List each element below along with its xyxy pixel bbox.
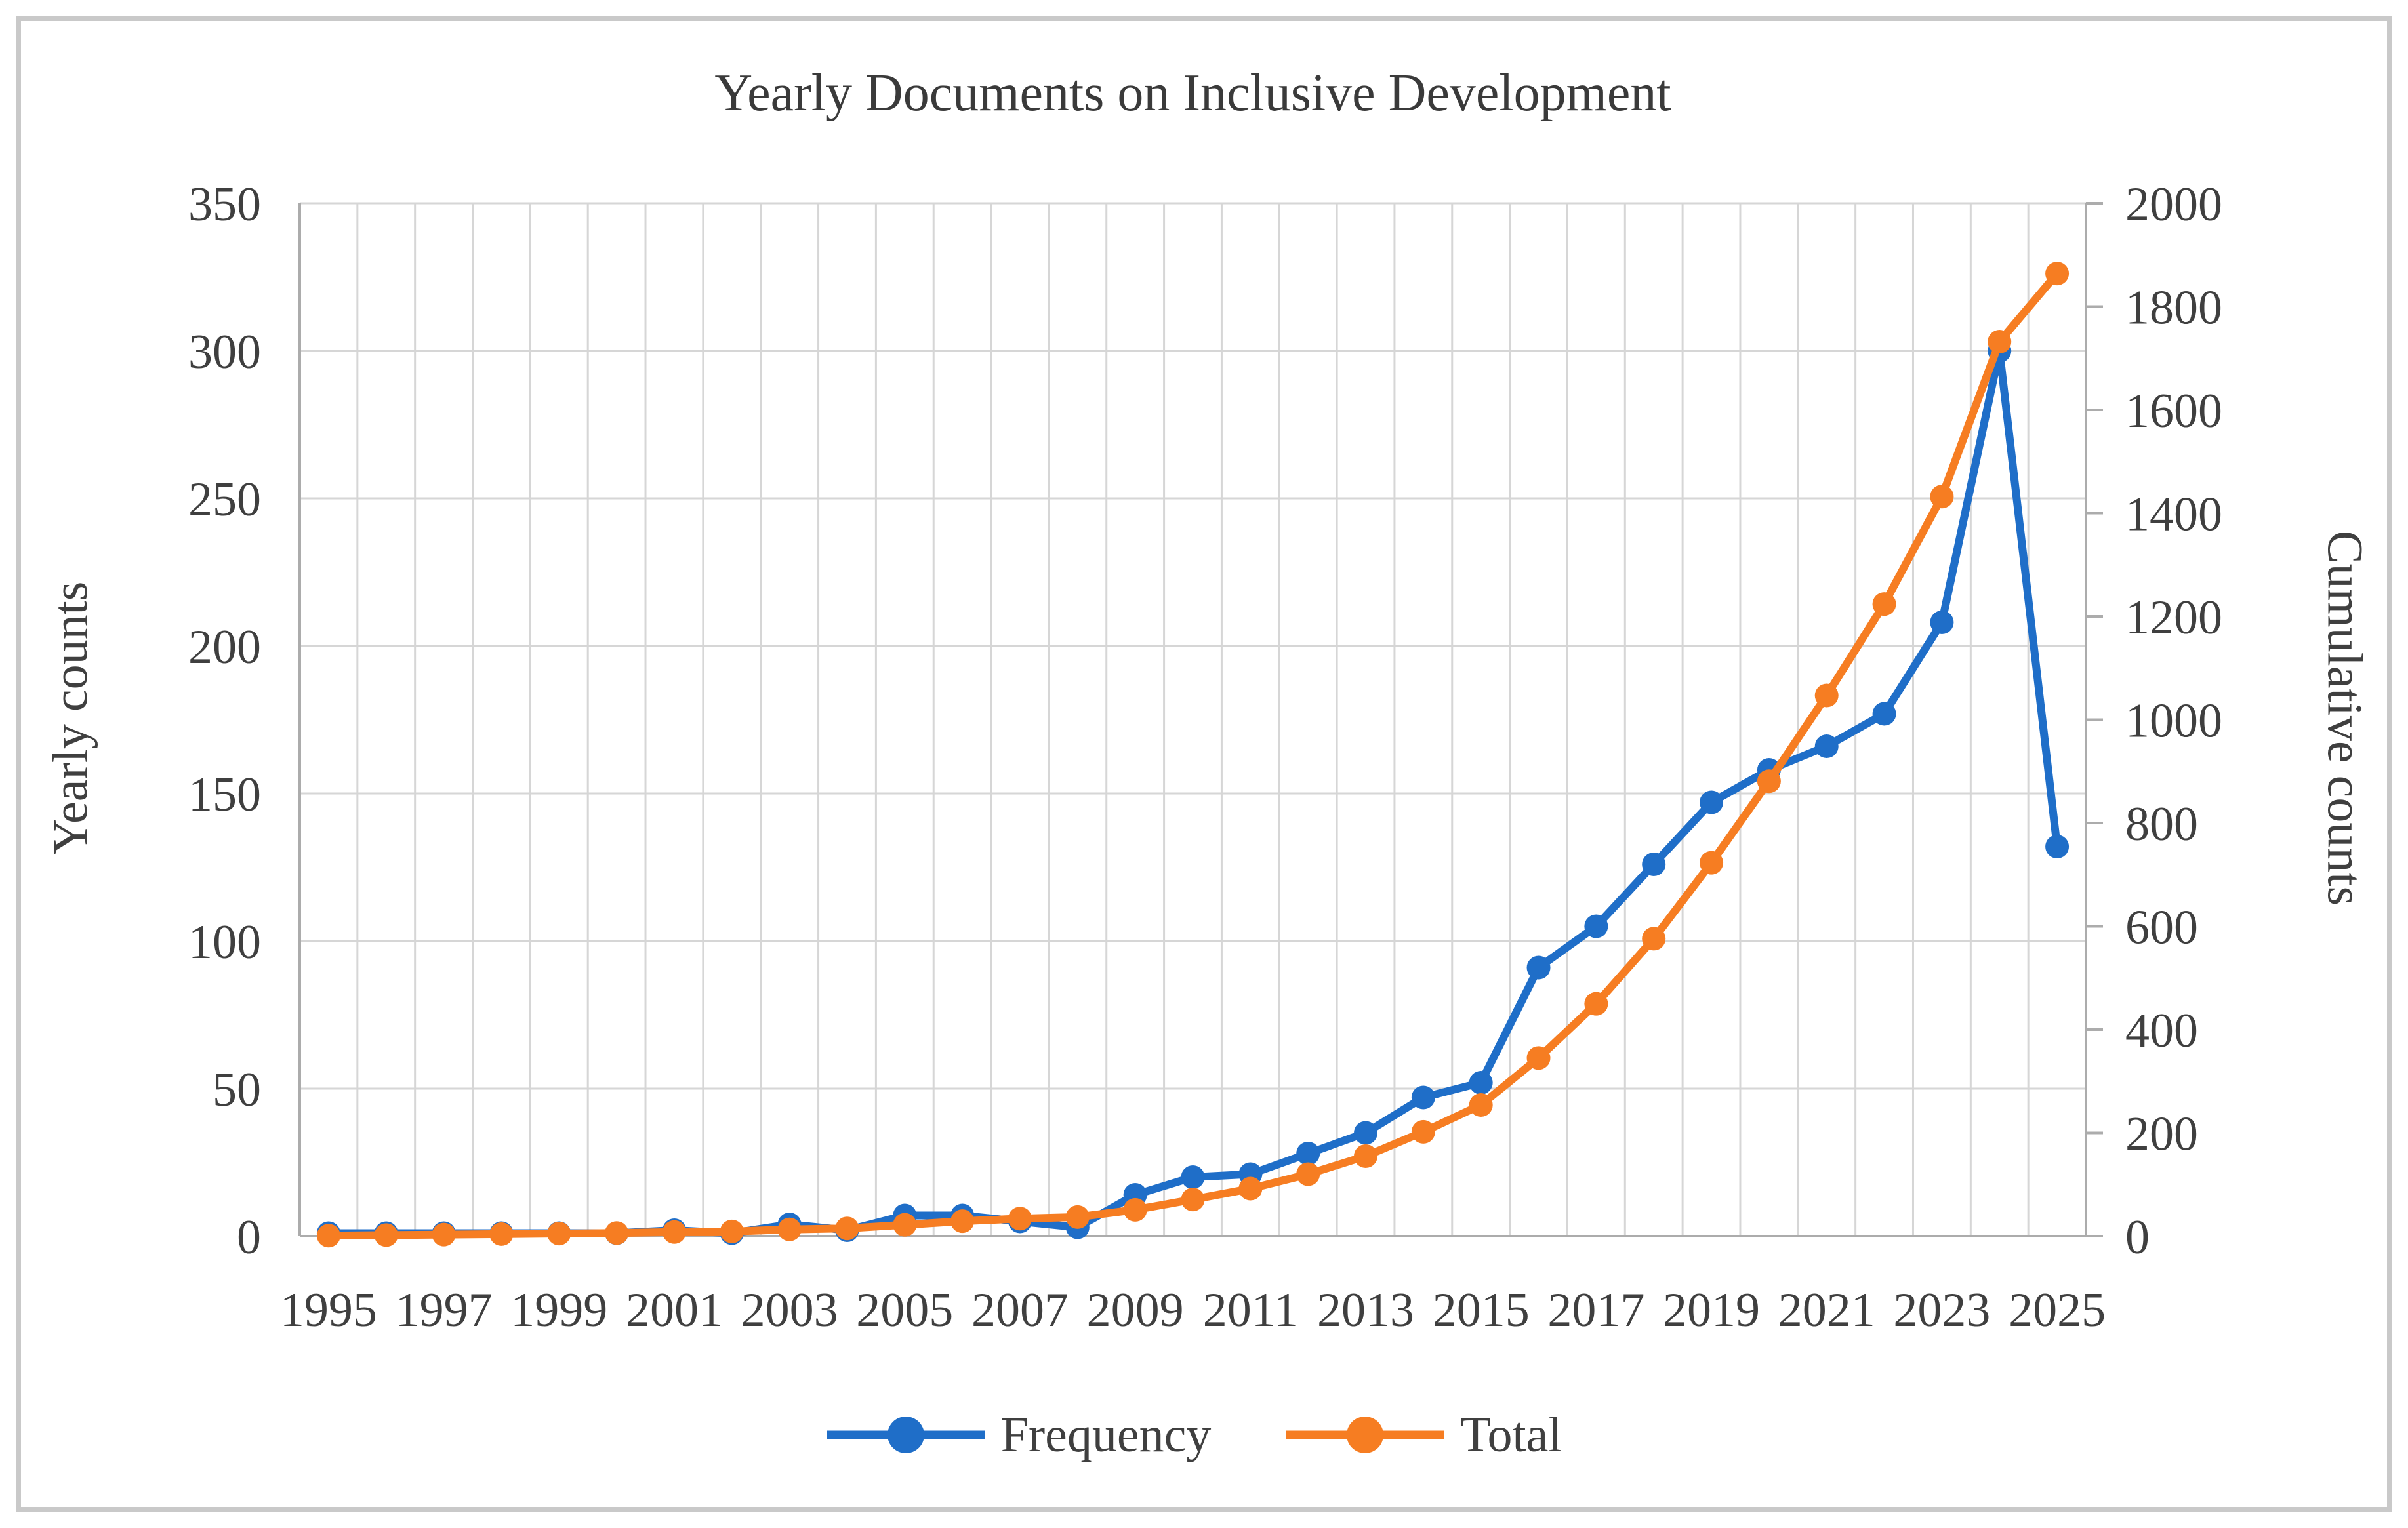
frequency-legend-marker-icon [826,1417,985,1453]
left-axis-tick-label: 100 [188,915,261,969]
x-axis-tick-label: 2013 [1317,1283,1414,1337]
total-series-marker [1700,851,1724,875]
total-series-marker [720,1219,744,1243]
x-axis-tick-label: 2017 [1547,1283,1644,1337]
frequency-series-marker [1296,1142,1320,1165]
right-axis-tick-label: 400 [2125,1004,2198,1058]
frequency-series-marker [1526,955,1551,980]
total-series-marker [489,1222,514,1246]
frequency-series-marker [1181,1165,1205,1189]
total-series-marker [1757,769,1781,794]
x-axis-tick-label: 1999 [510,1283,607,1337]
total-series-marker [1526,1046,1551,1070]
right-axis-tick-label: 600 [2125,901,2198,955]
x-axis-tick-label: 2021 [1778,1283,1875,1337]
right-axis-tick-label: 1000 [2125,694,2222,748]
x-axis-tick-label: 2023 [1893,1283,1990,1337]
total-series-marker [1584,992,1608,1016]
frequency-series-marker [1872,702,1896,726]
frequency-series-marker [1642,853,1666,876]
frequency-series-marker [1354,1121,1378,1145]
left-axis-tick-label: 200 [188,620,261,674]
left-axis-tick-label: 50 [213,1063,261,1117]
left-axis-tick-label: 0 [237,1211,261,1264]
left-axis-tick-label: 150 [188,768,261,822]
total-series-marker [432,1222,456,1247]
total-series-marker [374,1223,398,1247]
left-axis-tick-label: 250 [188,473,261,527]
x-axis-tick-label: 2001 [626,1283,723,1337]
total-series-marker [1123,1197,1147,1222]
total-series-marker [605,1221,629,1245]
total-series-marker [777,1217,802,1241]
total-series-marker [1296,1162,1320,1186]
total-series-marker [2045,262,2070,286]
total-series-marker [1238,1176,1263,1201]
total-series-marker [1008,1207,1032,1231]
total-series-marker [1065,1205,1090,1229]
total-series-marker [1988,330,2012,354]
right-axis-tick-label: 1200 [2125,591,2222,645]
total-series-marker [1930,485,1954,509]
right-axis-tick-label: 2000 [2125,178,2222,231]
total-series-marker [1411,1119,1435,1144]
frequency-series-marker [1411,1085,1435,1110]
left-axis-tick-label: 350 [188,178,261,231]
total-legend-marker-icon [1286,1417,1444,1453]
right-axis-tick-label: 0 [2125,1211,2150,1264]
right-axis-tick-label: 800 [2125,797,2198,851]
total-series-marker [893,1213,917,1237]
total-series-marker [1469,1093,1493,1117]
legend-item-total: Total [1283,1405,1562,1464]
total-series-marker [835,1216,859,1241]
frequency-series-marker [2045,835,2070,858]
legend: Frequency Total [300,1389,2086,1481]
right-axis-tick-label: 1400 [2125,488,2222,542]
total-series-marker [950,1209,975,1234]
frequency-series-marker [1814,734,1839,758]
total-series-marker [1642,927,1666,951]
total-series-marker [1872,592,1896,616]
legend-item-frequency: Frequency [824,1405,1212,1464]
total-series-marker [1814,683,1839,708]
figure-border [16,16,2392,1512]
x-axis-tick-label: 2009 [1087,1283,1184,1337]
frequency-series-marker [1584,914,1608,938]
frequency-series-marker [1469,1071,1493,1095]
right-axis-tick-label: 1600 [2125,384,2222,438]
right-axis-tick-label: 200 [2125,1108,2198,1161]
x-axis-tick-label: 2005 [856,1283,953,1337]
total-series-marker [547,1222,571,1246]
x-axis-tick-label: 2007 [971,1283,1069,1337]
x-axis-tick-label: 1997 [396,1283,493,1337]
x-axis-tick-label: 2019 [1663,1283,1760,1337]
left-axis-tick-label: 300 [188,325,261,379]
x-axis-tick-label: 2015 [1433,1283,1530,1337]
total-series-marker [316,1224,340,1248]
legend-label-total: Total [1460,1407,1562,1462]
x-axis-tick-label: 2025 [2009,1283,2106,1337]
x-axis-tick-label: 2011 [1203,1283,1298,1337]
legend-label-frequency: Frequency [1000,1407,1212,1462]
total-series-marker [1181,1188,1205,1212]
total-series-marker [1354,1144,1378,1168]
total-series-marker [662,1220,686,1244]
chart-title: Yearly Documents on Inclusive Developmen… [714,64,1671,122]
x-axis-tick-label: 2003 [741,1283,838,1337]
right-axis-tick-label: 1800 [2125,281,2222,335]
x-axis-tick-label: 1995 [280,1283,377,1337]
frequency-series-marker [1700,790,1724,814]
frequency-series-marker [1930,611,1954,634]
